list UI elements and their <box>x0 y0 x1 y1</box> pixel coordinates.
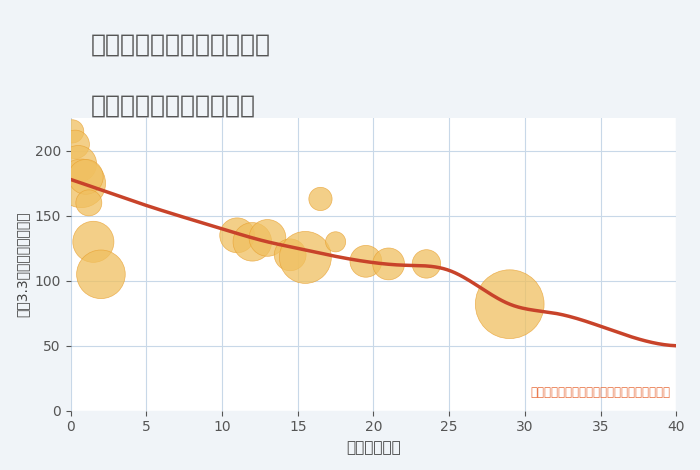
Point <box>300 254 311 261</box>
Point <box>421 260 432 268</box>
Y-axis label: 坪（3.3㎡）単価（万円）: 坪（3.3㎡）単価（万円） <box>15 212 29 317</box>
Point <box>262 234 273 242</box>
Point <box>360 258 372 265</box>
Point <box>330 238 341 246</box>
Point <box>315 195 326 203</box>
Point <box>69 141 80 148</box>
Text: 兵庫県西宮市門戸岡田町の: 兵庫県西宮市門戸岡田町の <box>91 33 271 57</box>
Text: 円の大きさは、取引のあった物件面積を示す: 円の大きさは、取引のあった物件面積を示す <box>530 386 670 399</box>
Point <box>246 238 258 246</box>
Point <box>232 232 243 239</box>
Point <box>80 173 92 180</box>
Point <box>504 300 515 308</box>
Point <box>83 199 94 207</box>
Point <box>383 260 394 268</box>
Point <box>76 180 87 187</box>
Point <box>66 128 78 135</box>
X-axis label: 築年数（年）: 築年数（年） <box>346 440 401 455</box>
Point <box>73 160 84 168</box>
Text: 築年数別中古戸建て価格: 築年数別中古戸建て価格 <box>91 94 256 118</box>
Point <box>95 271 106 278</box>
Point <box>285 251 296 258</box>
Point <box>88 238 99 246</box>
